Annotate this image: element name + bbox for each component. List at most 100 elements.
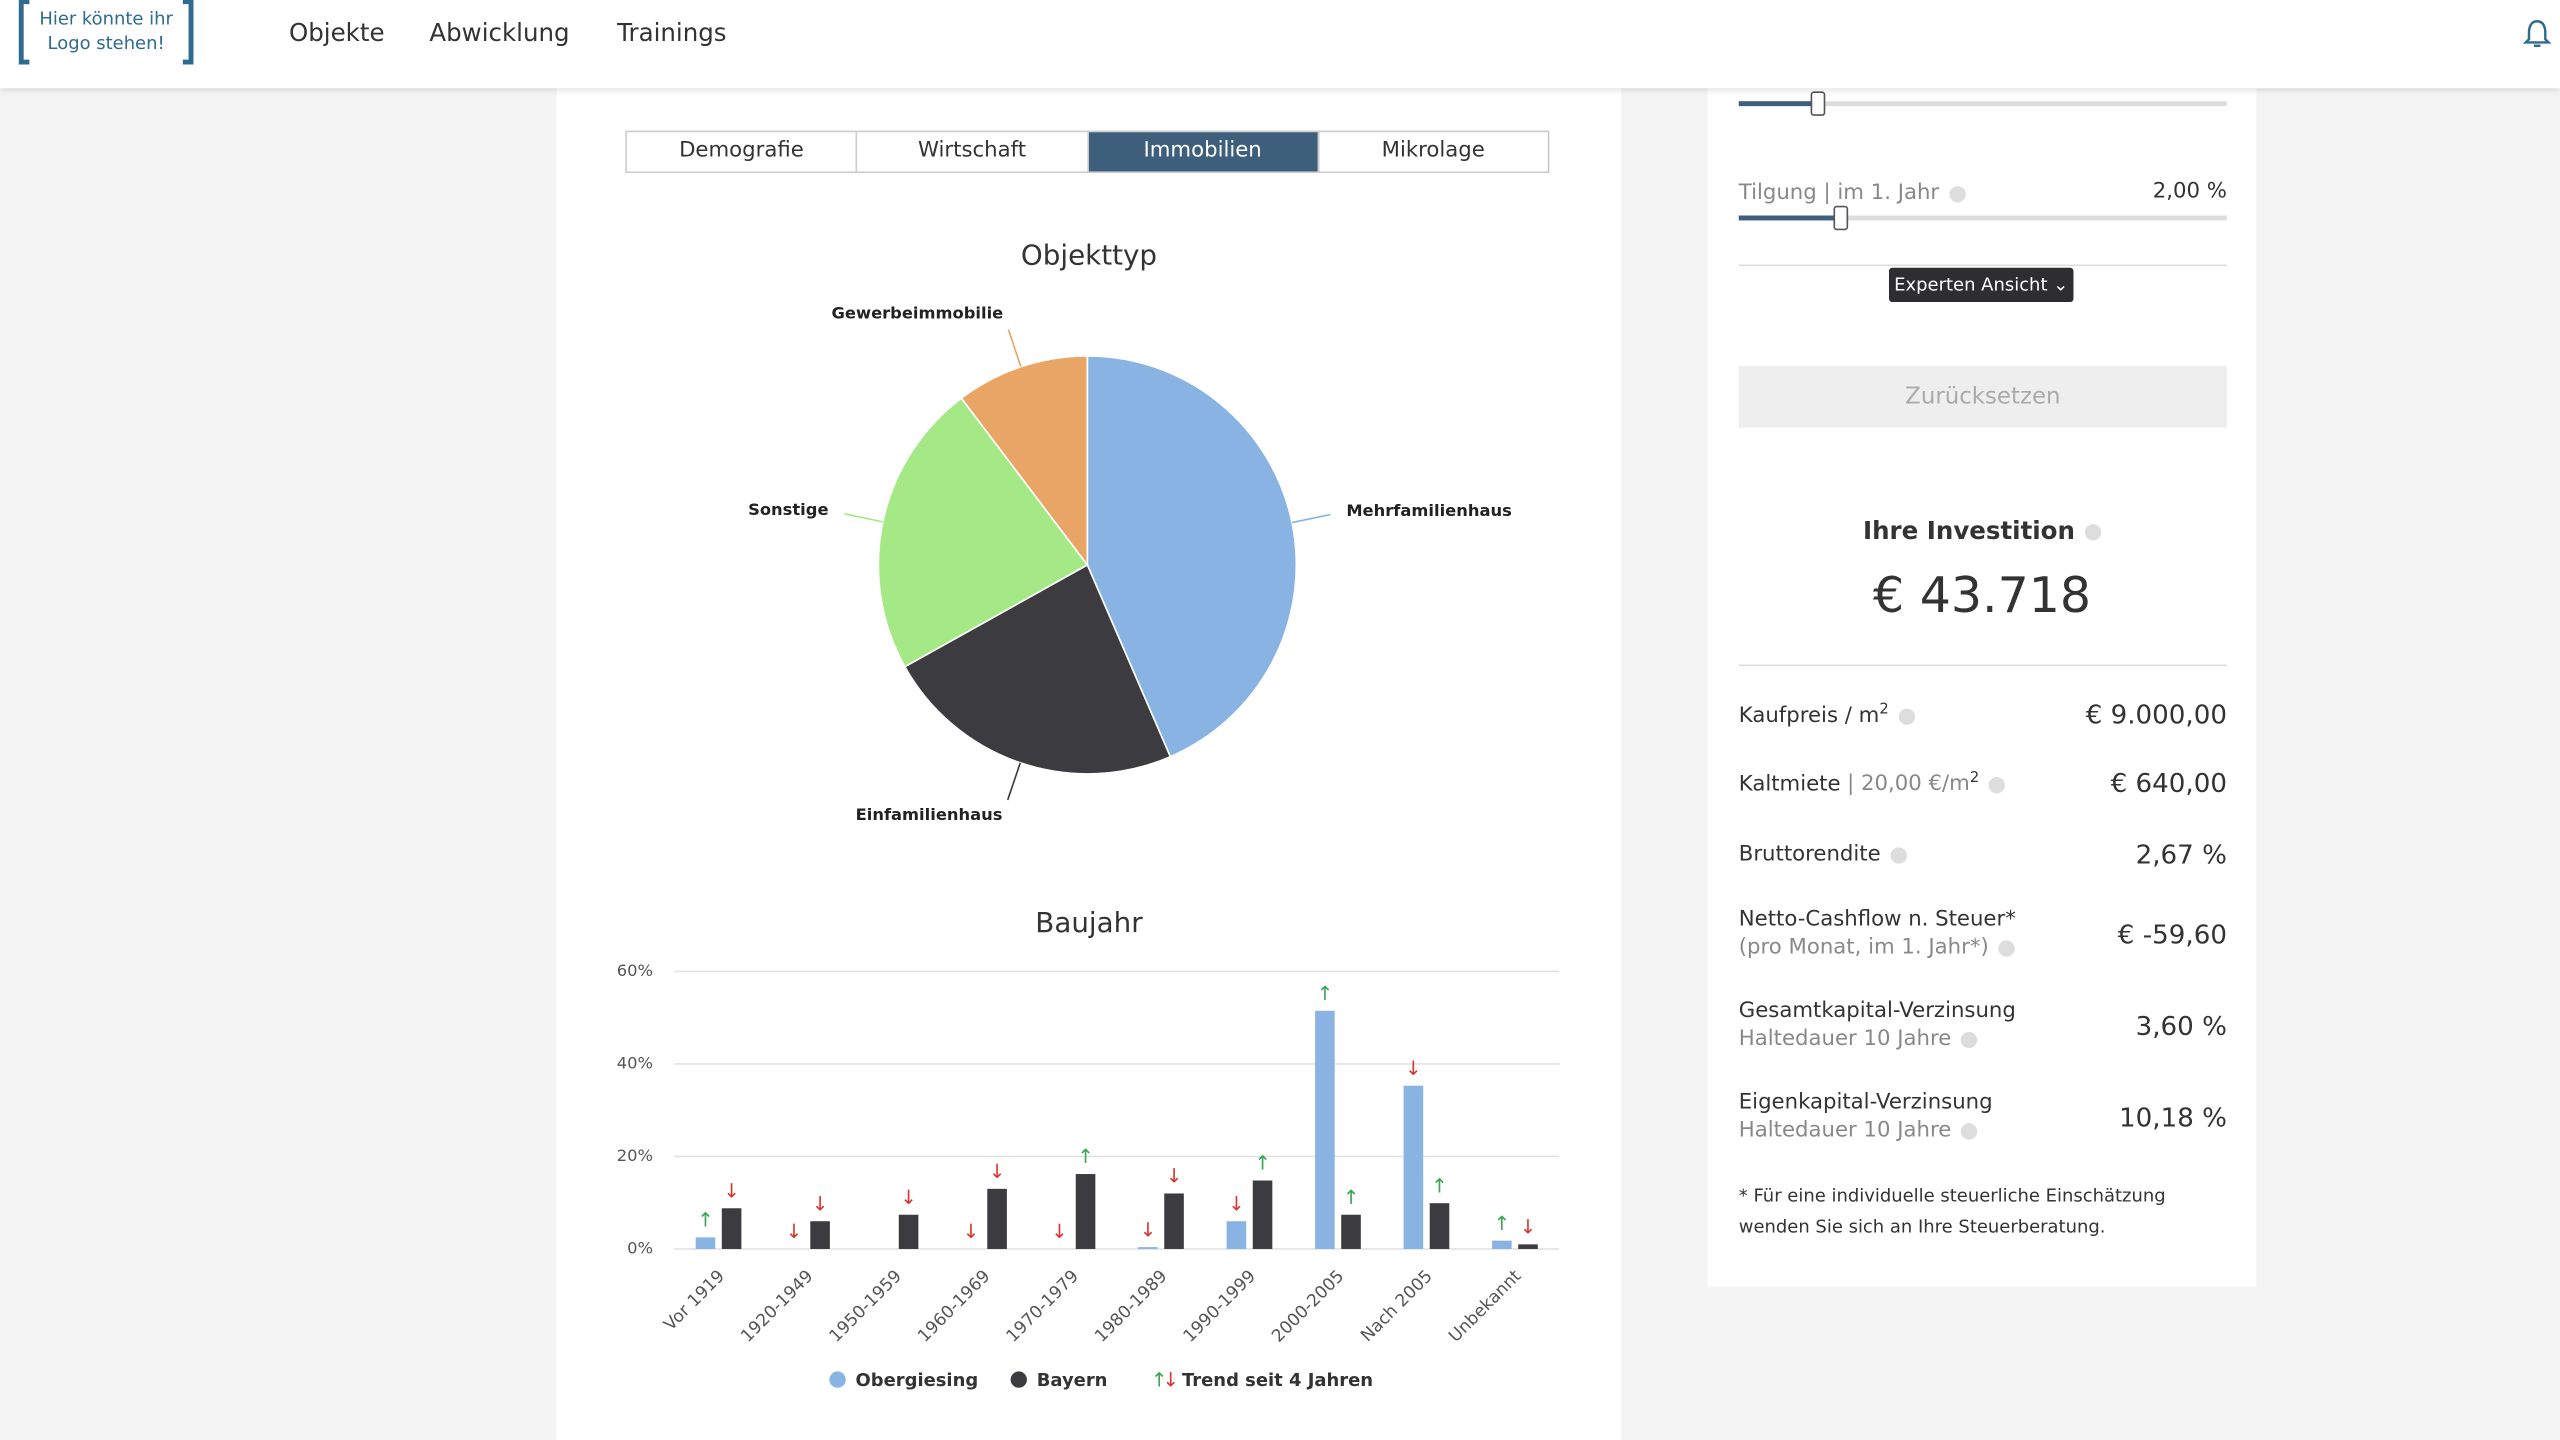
info-icon[interactable] (1998, 939, 2015, 956)
trend-arrow: ↓ (963, 1220, 979, 1243)
tab[interactable]: Demografie (627, 132, 858, 172)
reset-button[interactable]: Zurücksetzen (1738, 365, 2227, 428)
bell-icon[interactable] (2522, 18, 2552, 51)
pie-label: Gewerbeimmobilie (832, 304, 1004, 323)
slider-fill (1738, 215, 1840, 221)
investment-title: Ihre Investition (1708, 516, 2257, 545)
info-icon[interactable] (1961, 1031, 1978, 1048)
y-tick-label: 0% (627, 1238, 653, 1257)
row-label: Bruttorendite (1739, 842, 1907, 867)
legend-trend-symbol: ↓ (1162, 1369, 1178, 1392)
divider (1738, 664, 2227, 667)
bar (1429, 1203, 1450, 1249)
bar (1341, 1214, 1361, 1249)
bar (987, 1188, 1007, 1249)
row-label-text: Kaufpreis / m (1738, 704, 1880, 729)
row-value: 2,67 % (2135, 839, 2227, 871)
y-tick-label: 60% (617, 961, 653, 980)
leader-line (1291, 513, 1331, 524)
info-icon[interactable] (1948, 185, 1966, 202)
row-sub-text: Haltedauer 10 Jahre (1738, 1026, 1952, 1052)
trend-arrow: ↑ (1494, 1212, 1510, 1235)
trend-arrow: ↑ (1254, 1152, 1270, 1175)
info-icon[interactable] (1961, 1122, 1978, 1139)
info-icon[interactable] (2084, 523, 2102, 540)
expert-button[interactable]: Experten Ansicht ⌄ (1888, 267, 2074, 303)
nav-link[interactable]: Objekte (288, 17, 385, 48)
tab[interactable]: Immobilien (1088, 132, 1319, 172)
x-tick-label: 1990-1999 (1180, 1266, 1260, 1346)
trend-arrow: ↓ (786, 1220, 802, 1243)
row-label: Gesamtkapital-Verzinsung (1739, 999, 2016, 1023)
x-tick-label: 1960-1969 (914, 1266, 994, 1346)
bar (810, 1221, 830, 1249)
x-tick-label: Nach 2005 (1357, 1266, 1437, 1346)
legend-marker (829, 1371, 846, 1388)
leader-line (1006, 762, 1022, 801)
row-sup: 2 (1879, 702, 1889, 719)
row-label-text: Gesamtkapital-Verzinsung (1738, 999, 2016, 1024)
trend-arrow: ↓ (723, 1179, 739, 1202)
legend-label: Bayern (1037, 1370, 1108, 1391)
legend-trend-symbol: ↑ (1151, 1369, 1167, 1392)
row-value: € 640,00 (2110, 767, 2227, 799)
bar (695, 1237, 716, 1249)
info-icon[interactable] (1890, 846, 1907, 863)
row-value: 3,60 % (2135, 1010, 2227, 1042)
legend-label: Obergiesing (856, 1370, 979, 1391)
header: Hier könnte ihr Logo stehen! Objekte Abw… (0, 0, 2560, 89)
pie-label: Mehrfamilienhaus (1346, 501, 1511, 520)
trend-arrow: ↑ (1343, 1186, 1359, 1209)
y-tick-label: 20% (617, 1146, 653, 1165)
trend-arrow: ↓ (1140, 1218, 1156, 1241)
trend-arrow: ↑ (1431, 1174, 1447, 1197)
trend-arrow: ↑ (697, 1209, 713, 1232)
chart-title: Baujahr (1035, 906, 1143, 939)
x-tick-label: Vor 1919 (660, 1266, 729, 1335)
row-label: Kaltmiete | 20,00 €/m2 (1739, 771, 2006, 798)
pie-slice (877, 397, 1089, 668)
logo-text: Hier könnte ihr (39, 9, 173, 30)
bar (721, 1208, 742, 1249)
trend-arrow: ↓ (1166, 1165, 1182, 1188)
tab[interactable]: Wirtschaft (858, 132, 1089, 172)
footnote: * Für eine individuelle steuerliche Eins… (1738, 1185, 2166, 1238)
investment-value: € 43.718 (1872, 568, 2092, 626)
trend-arrow: ↓ (812, 1192, 828, 1215)
info-icon[interactable] (1989, 776, 2006, 794)
bar (1138, 1247, 1158, 1249)
row-detail: | 20,00 €/m (1847, 772, 1970, 798)
bar (1403, 1085, 1424, 1249)
x-tick-label: 1980-1989 (1091, 1266, 1171, 1346)
row-label: Eigenkapital-Verzinsung (1739, 1091, 1993, 1115)
trend-arrow: ↓ (1051, 1220, 1067, 1243)
trend-arrow: ↓ (1520, 1216, 1536, 1239)
row-label-text: Eigenkapital-Verzinsung (1738, 1090, 1993, 1116)
y-tick-label: 40% (617, 1053, 653, 1072)
slider-fill (1738, 101, 1818, 107)
x-tick-label: Unbekannt (1445, 1266, 1525, 1346)
x-tick-label: 1950-1959 (826, 1266, 906, 1346)
slider-label: Tilgung | im 1. Jahr (1739, 181, 1966, 206)
row-sub: Haltedauer 10 Jahre (1739, 1027, 1978, 1051)
row-sub: Haltedauer 10 Jahre (1739, 1118, 1978, 1143)
slider-value: 2,00 % (2152, 179, 2227, 205)
trend-arrow: ↑ (1077, 1145, 1093, 1168)
x-tick-label: 2000-2005 (1268, 1266, 1348, 1346)
slider-handle[interactable] (1810, 91, 1826, 116)
bar (1164, 1193, 1184, 1249)
logo[interactable]: Hier könnte ihr Logo stehen! (16, 0, 199, 69)
bar (1518, 1244, 1538, 1249)
info-icon[interactable] (1898, 708, 1915, 725)
row-value: € -59,60 (2117, 919, 2227, 951)
slider-handle[interactable] (1833, 205, 1849, 231)
slider-track (1738, 101, 2227, 107)
nav-link[interactable]: Abwicklung (429, 17, 570, 48)
slider-track (1738, 215, 2227, 221)
trend-arrow: ↓ (1228, 1192, 1244, 1215)
pie-label: Sonstige (748, 500, 828, 519)
bar (1226, 1221, 1247, 1249)
tab[interactable]: Mikrolage (1381, 138, 1485, 164)
nav-link[interactable]: Trainings (617, 17, 727, 48)
